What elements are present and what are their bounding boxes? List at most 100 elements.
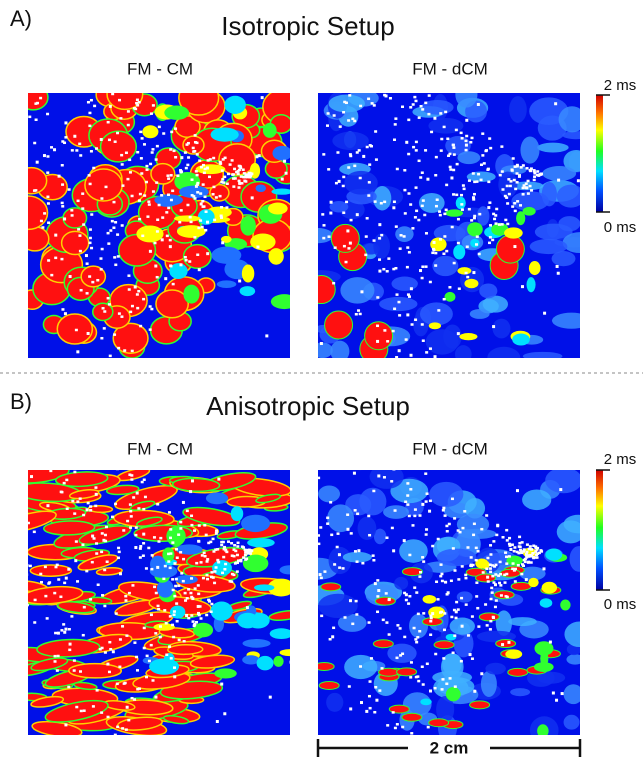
fiber-dot: [94, 486, 98, 489]
fiber-dot: [74, 540, 78, 543]
fiber-dot: [369, 144, 373, 148]
fiber-dot: [167, 511, 171, 514]
fiber-dot: [136, 150, 140, 154]
fiber-dot: [95, 147, 99, 150]
fiber-dot: [53, 654, 57, 658]
fiber-dot: [494, 599, 498, 602]
fiber-dot: [114, 502, 118, 506]
fiber-dot: [451, 547, 455, 550]
fiber-dot: [479, 163, 483, 167]
region-low: [428, 117, 464, 134]
fiber-dot: [117, 312, 121, 315]
fiber-dot: [348, 94, 352, 97]
fiber-dot: [218, 194, 222, 198]
fiber-dot: [75, 705, 79, 709]
fiber-dot: [189, 220, 193, 224]
fiber-dot: [376, 610, 380, 614]
region-hot: [30, 695, 65, 708]
fiber-dot: [116, 745, 119, 748]
fiber-dot: [478, 212, 482, 216]
fiber-dot: [383, 329, 387, 332]
fiber-dot: [398, 314, 402, 317]
region-mid: [255, 184, 267, 193]
region-low: [455, 93, 478, 108]
fiber-dot: [394, 458, 397, 461]
fiber-dot: [507, 640, 511, 644]
fiber-dot: [94, 492, 98, 496]
region-low: [394, 576, 409, 590]
fiber-dot: [531, 552, 535, 555]
fiber-dot: [121, 184, 125, 187]
fiber-dot: [338, 566, 342, 569]
fiber-dot: [428, 347, 432, 350]
fiber-dot: [202, 171, 206, 175]
fiber-dot: [170, 130, 174, 134]
fiber-dot: [246, 552, 250, 555]
fiber-dot: [491, 615, 495, 619]
region-hot: [88, 596, 113, 605]
fiber-dot: [416, 636, 420, 639]
fiber-dot: [158, 635, 162, 639]
fiber-dot: [399, 234, 403, 237]
fiber-dot: [515, 172, 519, 175]
fiber-dot: [137, 101, 141, 104]
fiber-dot: [371, 554, 375, 557]
fiber-dot: [107, 138, 111, 142]
region-mid: [445, 687, 461, 702]
fiber-dot: [116, 233, 120, 236]
fiber-dot: [95, 542, 99, 545]
fiber-dot: [420, 276, 424, 280]
fiber-dot: [103, 310, 107, 313]
fiber-dot: [476, 102, 480, 106]
fiber-dot: [314, 150, 317, 153]
fiber-dot: [28, 573, 29, 576]
fiber-dot: [424, 232, 428, 235]
fiber-dot: [91, 705, 95, 708]
fiber-dot: [100, 532, 104, 535]
fiber-dot: [555, 698, 559, 702]
fiber-dot: [135, 101, 139, 105]
fiber-dot: [63, 217, 67, 221]
region-mid: [169, 263, 188, 279]
colorbar-max-label: 2 ms: [604, 451, 637, 468]
fiber-dot: [450, 225, 454, 229]
fiber-dot: [117, 546, 121, 550]
fiber-dot: [220, 540, 224, 544]
fiber-dot: [130, 696, 134, 700]
region-mid: [464, 278, 479, 289]
region-hot: [60, 230, 90, 256]
fiber-dot: [413, 586, 417, 589]
fiber-dot: [338, 125, 342, 128]
image-title: FM - CM: [127, 439, 193, 458]
fiber-dot: [154, 695, 158, 699]
fiber-dot: [127, 288, 131, 291]
region-low: [562, 131, 580, 140]
fiber-dot: [130, 478, 134, 481]
fiber-dot: [173, 562, 177, 565]
fiber-dot: [190, 514, 194, 518]
fiber-dot: [392, 549, 396, 553]
fiber-dot: [458, 530, 462, 534]
fiber-dot: [497, 574, 501, 577]
fiber-dot: [221, 241, 225, 245]
fiber-dot: [204, 533, 208, 537]
fiber-dot: [532, 178, 536, 182]
colorbar-max-label: 2 ms: [604, 77, 637, 94]
fiber-dot: [133, 698, 137, 701]
fiber-dot: [88, 236, 92, 240]
fiber-dot: [493, 565, 497, 568]
fiber-dot: [539, 172, 543, 175]
region-low: [551, 251, 576, 267]
fiber-dot: [199, 617, 203, 620]
fiber-dot: [230, 159, 234, 162]
fiber-dot: [500, 145, 504, 148]
fiber-dot: [392, 267, 396, 271]
fiber-dot: [197, 268, 201, 272]
fiber-dot: [68, 275, 72, 279]
region-mid: [214, 668, 237, 679]
fiber-dot: [485, 624, 489, 627]
fiber-dot: [466, 275, 470, 279]
fiber-dot: [108, 104, 112, 108]
fiber-dot: [367, 694, 371, 698]
region-mid: [430, 237, 447, 252]
